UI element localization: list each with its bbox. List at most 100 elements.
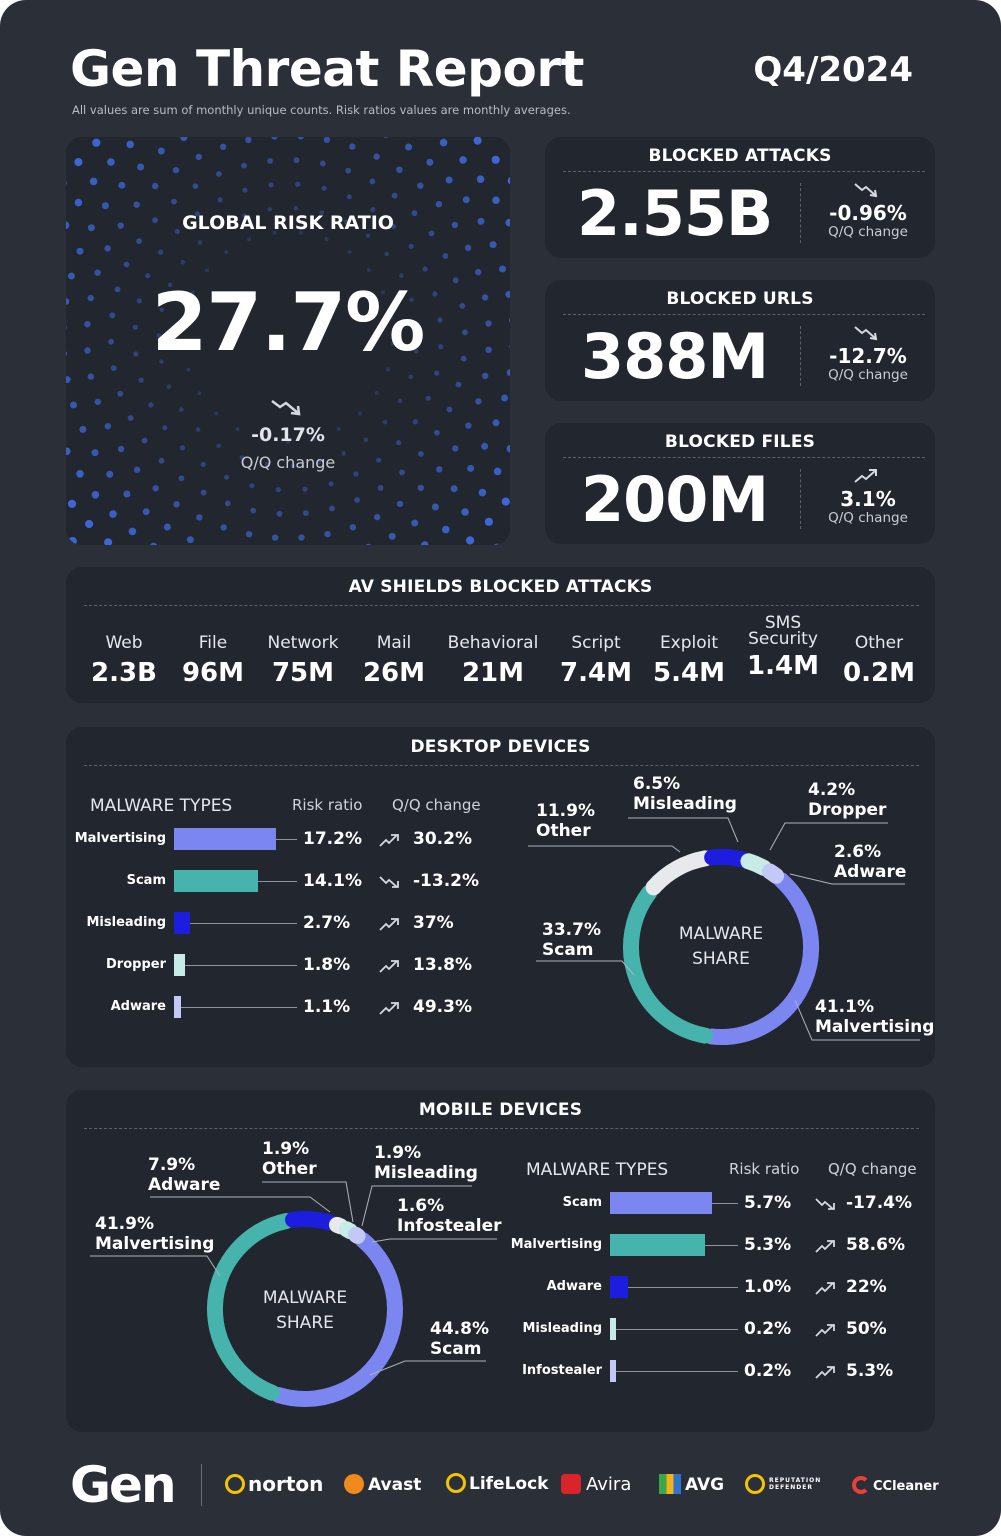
gen-logo: Gen bbox=[70, 1456, 177, 1514]
decor-dot bbox=[195, 427, 201, 432]
donut-center-line: SHARE bbox=[692, 949, 750, 969]
risk-ratio-value: 14.1% bbox=[303, 871, 362, 891]
decor-dot bbox=[370, 207, 376, 213]
stat-change-caption: Q/Q change bbox=[828, 510, 908, 526]
decor-dot bbox=[178, 475, 185, 482]
decor-dot bbox=[411, 519, 419, 527]
decor-dot bbox=[218, 224, 224, 230]
av-shields-card: AV SHIELDS BLOCKED ATTACKS Web 2.3B File… bbox=[66, 567, 935, 703]
decor-dot bbox=[136, 298, 142, 304]
decor-dot bbox=[493, 467, 502, 476]
decor-dot bbox=[108, 338, 114, 345]
decor-dot bbox=[241, 162, 247, 169]
decor-dot bbox=[439, 138, 448, 147]
decor-dot bbox=[484, 517, 493, 526]
stat-change-caption: Q/Q change bbox=[828, 224, 908, 240]
decor-dot bbox=[389, 315, 394, 320]
decor-dot bbox=[481, 294, 489, 301]
decor-dot bbox=[272, 534, 279, 541]
decor-dot bbox=[399, 469, 405, 476]
desktop-label-malvertising: 41.1% Malvertising bbox=[815, 997, 935, 1037]
decor-dot bbox=[298, 534, 305, 541]
decor-dot bbox=[126, 140, 134, 149]
qq-change-value: 49.3% bbox=[413, 997, 472, 1017]
leader-line bbox=[628, 1287, 738, 1288]
avira-logo: Avira bbox=[561, 1474, 631, 1495]
decor-dot bbox=[467, 464, 475, 472]
donut-center-line: SHARE bbox=[276, 1313, 334, 1333]
stat-change: -12.7% bbox=[829, 344, 907, 368]
decor-dot bbox=[405, 143, 413, 151]
decor-dot bbox=[363, 437, 369, 443]
decor-dot bbox=[247, 237, 252, 242]
decor-dot bbox=[145, 273, 151, 279]
decor-dot bbox=[323, 137, 331, 143]
decor-dot bbox=[459, 156, 467, 164]
decor-dot bbox=[123, 261, 130, 268]
risk-ratio-bar bbox=[174, 870, 258, 892]
decor-dot bbox=[84, 321, 91, 328]
decor-dot bbox=[66, 298, 70, 305]
decor-dot bbox=[66, 137, 74, 140]
decor-dot bbox=[489, 241, 497, 249]
decor-dot bbox=[275, 487, 281, 493]
decor-dot bbox=[445, 176, 453, 184]
shield-label: Web bbox=[105, 633, 143, 653]
lifelock-logo: LifeLock bbox=[446, 1473, 548, 1494]
mobile-donut-chart bbox=[207, 1211, 403, 1407]
decor-dot bbox=[365, 543, 372, 545]
decor-dot bbox=[66, 376, 71, 384]
decor-dot bbox=[109, 312, 116, 319]
decor-dot bbox=[141, 437, 148, 444]
decor-dot bbox=[220, 524, 227, 531]
decor-dot bbox=[245, 531, 253, 538]
risk-ratio-bar bbox=[610, 1192, 712, 1214]
risk-ratio-bar bbox=[174, 996, 181, 1018]
decor-dot bbox=[127, 415, 134, 421]
blocked-files-card: BLOCKED FILES 200M 3.1% Q/Q change bbox=[545, 423, 935, 544]
leader-line bbox=[712, 1203, 738, 1204]
decor-dot bbox=[224, 250, 229, 255]
qq-change-value: 58.6% bbox=[846, 1235, 905, 1255]
decor-dot bbox=[181, 341, 186, 346]
donut-slice-adware bbox=[761, 863, 785, 884]
decor-dot bbox=[290, 463, 296, 469]
decor-dot bbox=[136, 238, 142, 245]
decor-dot bbox=[382, 419, 388, 425]
trend-up-icon bbox=[378, 832, 402, 852]
decor-dot bbox=[76, 247, 84, 255]
decor-dot bbox=[214, 411, 219, 416]
stat-title: BLOCKED ATTACKS bbox=[648, 146, 832, 166]
decor-dot bbox=[67, 272, 75, 280]
desktop-donut-chart bbox=[623, 849, 819, 1045]
decor-dot bbox=[242, 213, 247, 218]
decor-dot bbox=[374, 391, 379, 396]
mobile-title: MOBILE DEVICES bbox=[418, 1100, 583, 1120]
decor-dot bbox=[74, 198, 83, 207]
decor-dot bbox=[224, 474, 230, 480]
qq-change-value: 5.3% bbox=[846, 1361, 894, 1381]
decor-dot bbox=[434, 370, 440, 376]
decor-dot bbox=[87, 224, 95, 232]
decor-dot bbox=[428, 230, 435, 237]
decor-dot bbox=[162, 425, 168, 431]
decor-dot bbox=[84, 347, 91, 354]
dot-pattern bbox=[66, 137, 510, 545]
donut-slice-adware bbox=[285, 1211, 339, 1231]
stat-change: -0.96% bbox=[829, 201, 907, 225]
decor-dot bbox=[137, 163, 145, 171]
decor-dot bbox=[163, 523, 171, 531]
decor-dot bbox=[434, 429, 440, 436]
report-quarter: Q4/2024 bbox=[753, 50, 913, 90]
decor-dot bbox=[66, 180, 67, 186]
desktop-label-adware: 2.6% Adware bbox=[834, 842, 907, 882]
decor-dot bbox=[491, 155, 500, 164]
decor-dot bbox=[142, 508, 150, 516]
shield-value: 96M bbox=[181, 658, 245, 688]
decor-dot bbox=[74, 158, 83, 167]
trend-up-icon bbox=[378, 1000, 402, 1020]
decor-dot bbox=[293, 205, 299, 211]
donut-slice-scam bbox=[270, 1232, 403, 1407]
qq-change-value: 13.8% bbox=[413, 955, 472, 975]
decor-dot bbox=[341, 451, 346, 456]
